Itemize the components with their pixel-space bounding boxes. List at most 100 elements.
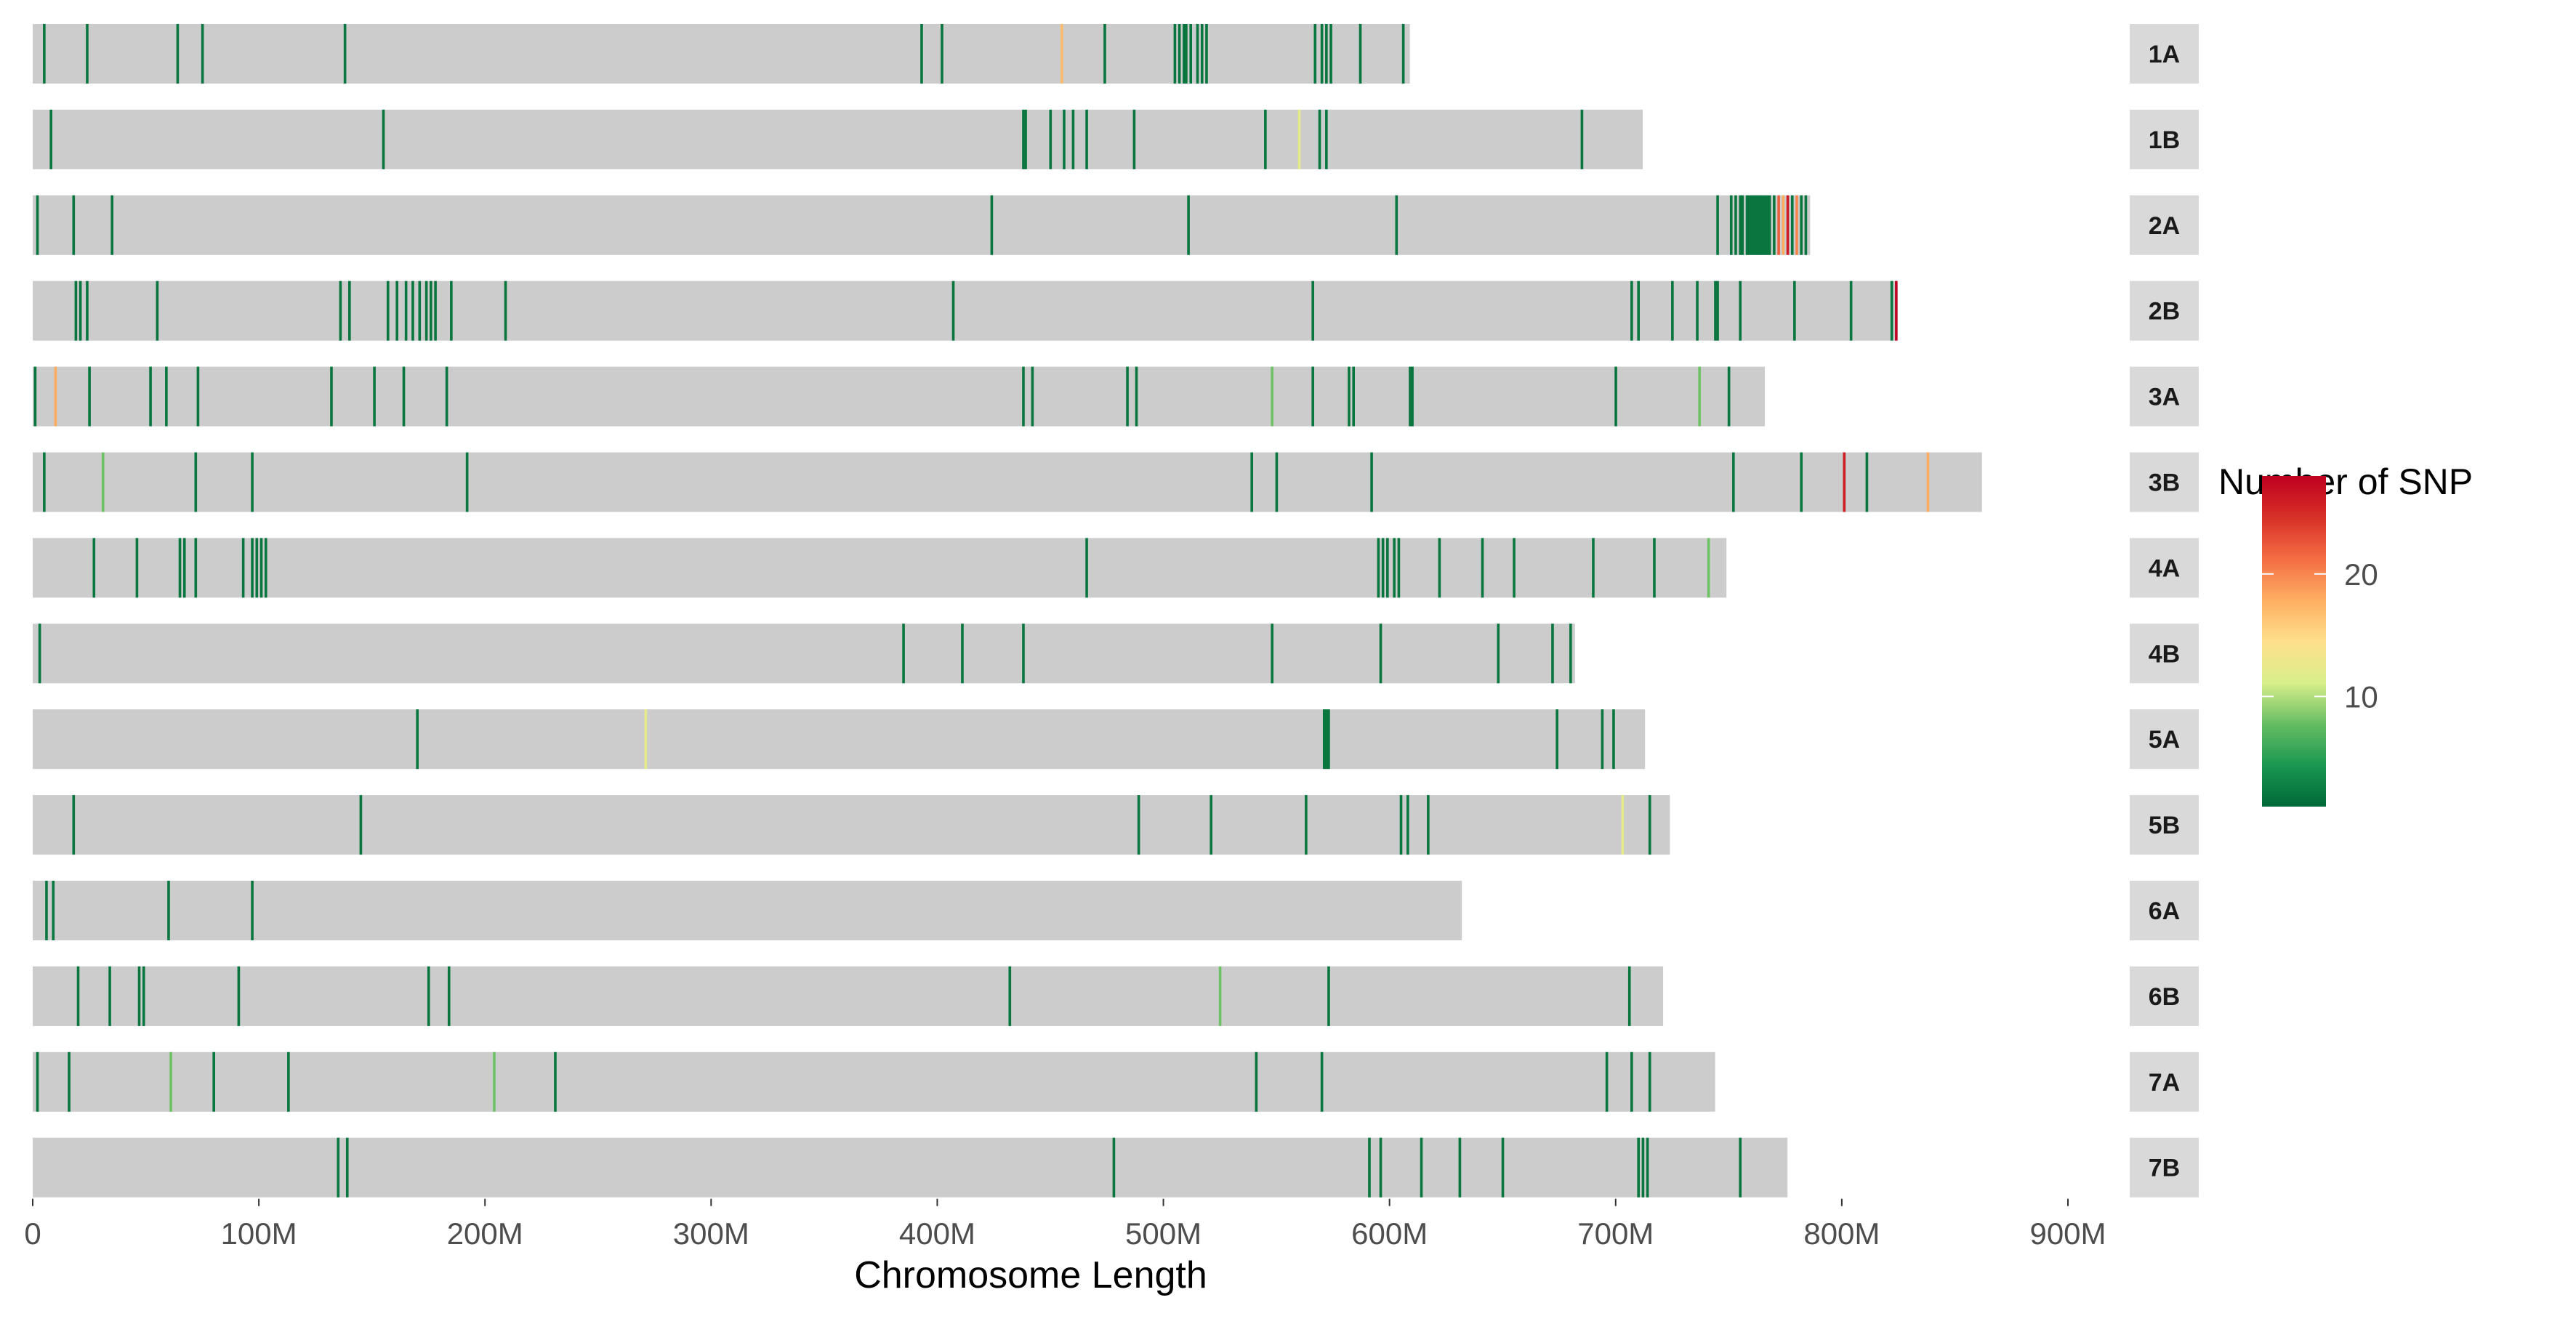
snp-marker: [1401, 24, 1405, 84]
snp-marker: [86, 24, 89, 84]
snp-marker: [201, 24, 204, 84]
snp-marker: [1926, 452, 1930, 512]
snp-marker: [1049, 109, 1052, 169]
snp-marker: [1368, 1137, 1371, 1198]
snp-marker: [1630, 280, 1633, 341]
strip-background: [2130, 709, 2199, 770]
snp-marker: [1218, 966, 1222, 1026]
snp-marker: [196, 366, 200, 427]
snp-marker: [644, 709, 648, 770]
strip-label: 7B: [2149, 1155, 2180, 1182]
snp-marker: [1071, 109, 1075, 169]
snp-marker: [1551, 623, 1554, 684]
snp-marker: [43, 24, 46, 84]
legend-tick-label: 10: [2344, 679, 2378, 714]
x-tick-label: 500M: [1125, 1216, 1202, 1251]
chromosome-bar: [33, 881, 1462, 940]
snp-marker: [941, 24, 943, 84]
chromosome-row-2a: 2A: [33, 195, 2199, 255]
snp-marker: [287, 1051, 290, 1112]
snp-marker: [465, 452, 469, 512]
snp-marker: [1759, 195, 1762, 255]
snp-marker: [1800, 452, 1803, 512]
snp-marker: [1311, 280, 1314, 341]
snp-marker: [149, 366, 152, 427]
snp-marker: [1612, 709, 1615, 770]
snp-marker: [1707, 538, 1710, 598]
snp-marker: [1377, 538, 1380, 598]
snp-marker: [1008, 966, 1012, 1026]
snp-marker: [447, 966, 451, 1026]
strip-background: [2130, 1051, 2199, 1112]
strip-label: 1B: [2149, 126, 2180, 154]
snp-marker: [1555, 709, 1558, 770]
snp-marker: [1205, 24, 1208, 84]
snp-marker: [1782, 195, 1785, 255]
chromosome-bar: [33, 280, 1896, 341]
snp-marker: [1739, 1137, 1742, 1198]
snp-marker: [1637, 1137, 1640, 1198]
snp-marker: [1763, 195, 1767, 255]
chromosome-row-5b: 5B: [33, 795, 2199, 855]
snp-marker: [990, 195, 994, 255]
snp-marker: [1786, 195, 1790, 255]
snp-marker: [450, 280, 453, 341]
snp-marker: [1271, 623, 1273, 684]
snp-marker: [1648, 1051, 1651, 1112]
chromosome-row-1b: 1B: [33, 109, 2199, 169]
snp-marker: [1022, 366, 1025, 427]
snp-marker: [1173, 24, 1177, 84]
snp-marker: [1063, 109, 1066, 169]
snp-marker: [1183, 24, 1186, 84]
snp-marker: [1132, 109, 1136, 169]
snp-marker: [1370, 452, 1373, 512]
chromosome-row-7b: 7B: [33, 1137, 2199, 1198]
strip-background: [2130, 623, 2199, 684]
snp-marker: [1501, 1137, 1505, 1198]
snp-marker: [36, 1051, 39, 1112]
snp-marker: [1112, 1137, 1116, 1198]
snp-marker: [52, 881, 55, 940]
snp-marker: [1103, 24, 1106, 84]
snp-marker: [259, 538, 263, 598]
snp-marker: [110, 195, 113, 255]
snp-marker: [1843, 452, 1846, 512]
snp-marker: [54, 366, 57, 427]
snp-marker: [1513, 538, 1516, 598]
snp-marker: [1849, 280, 1853, 341]
snp-marker: [1381, 538, 1385, 598]
snp-marker: [1729, 195, 1733, 255]
strip-label: 6B: [2149, 983, 2180, 1011]
snp-marker: [251, 452, 254, 512]
snp-marker: [167, 881, 170, 940]
snp-marker: [1135, 366, 1138, 427]
snp-marker: [1320, 1051, 1324, 1112]
snp-marker: [1022, 623, 1025, 684]
x-tick-label: 0: [24, 1216, 41, 1251]
snp-marker: [1420, 1137, 1423, 1198]
snp-marker: [395, 280, 398, 341]
snp-marker: [330, 366, 333, 427]
snp-marker: [1022, 109, 1025, 169]
snp-marker: [1716, 280, 1719, 341]
snp-marker: [1497, 623, 1500, 684]
snp-marker: [68, 1051, 71, 1112]
chromosome-row-4a: 4A: [33, 538, 2199, 598]
strip-label: 5A: [2149, 726, 2180, 754]
snp-marker: [1653, 538, 1656, 598]
snp-marker: [142, 966, 145, 1026]
snp-marker: [101, 452, 105, 512]
strip-background: [2130, 881, 2199, 940]
snp-marker: [1773, 195, 1776, 255]
strip-label: 7A: [2149, 1069, 2180, 1097]
snp-marker: [45, 881, 48, 940]
snp-marker: [359, 795, 363, 855]
snp-marker: [1397, 538, 1401, 598]
snp-marker: [1630, 1051, 1633, 1112]
snp-marker: [1395, 195, 1398, 255]
snp-marker: [1031, 366, 1034, 427]
strip-background: [2130, 795, 2199, 855]
chromosome-bar: [33, 366, 1766, 427]
x-axis-title: Chromosome Length: [854, 1254, 1207, 1296]
snp-marker: [1592, 538, 1595, 598]
